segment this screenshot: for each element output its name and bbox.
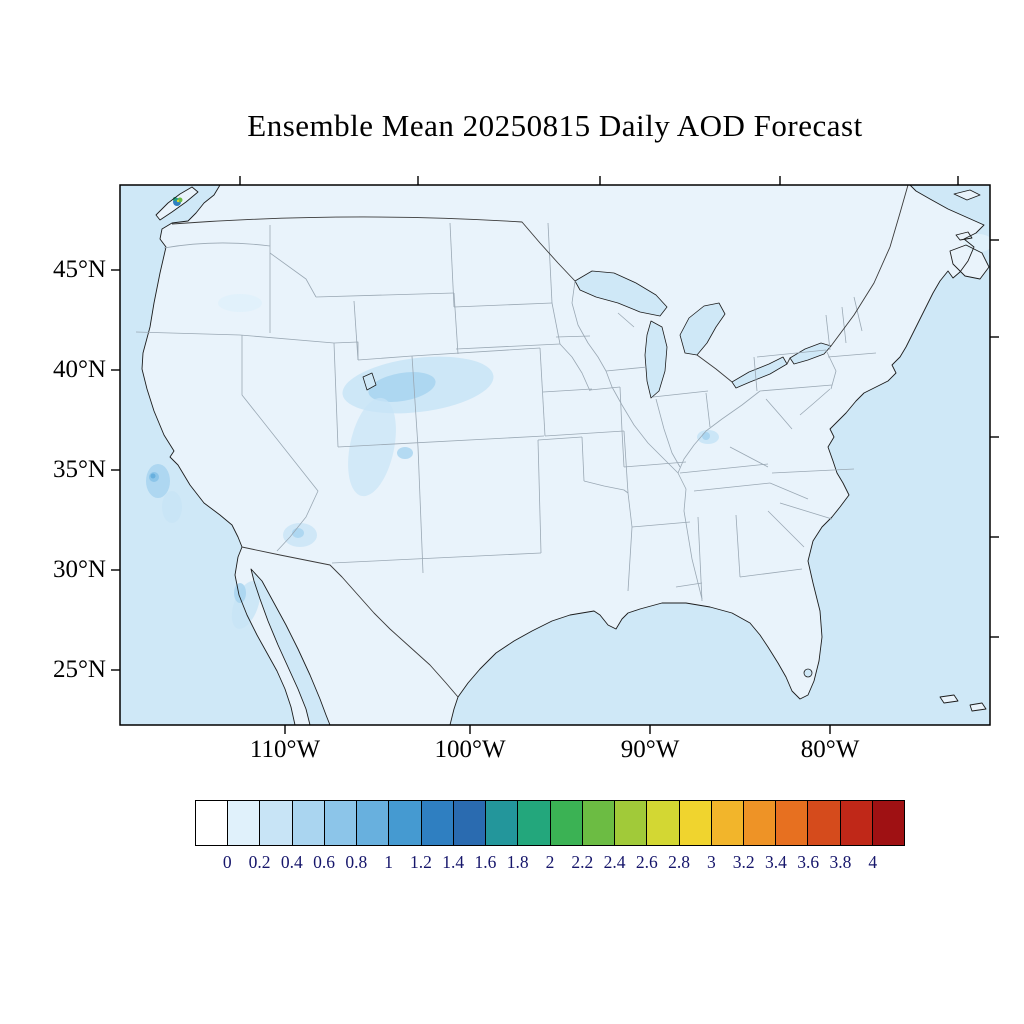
lon-label-80w: 80°W	[800, 736, 860, 763]
colorbar-tick-label-2: 2	[545, 852, 555, 872]
lake-michigan	[644, 320, 668, 399]
lake-superior	[574, 270, 668, 317]
colorbar-tick-label-4: 4	[868, 852, 878, 872]
map-frame	[119, 184, 991, 726]
lat-label-30n: 30°N	[52, 556, 106, 583]
lat-label-40n: 40°N	[52, 356, 106, 383]
aod-patch-baja-core	[234, 583, 246, 603]
aod-patch-california-peak	[150, 473, 156, 479]
colorbar-cell-10	[517, 800, 551, 846]
aod-patch-utah-core	[368, 372, 436, 402]
aod-patch-utah-swath	[348, 397, 396, 497]
colorbar-cell-14	[646, 800, 680, 846]
us-mexico-border	[241, 546, 459, 698]
colorbar-tick-label-0.6: 0.6	[313, 852, 336, 872]
colorbar-cell-21	[871, 800, 906, 846]
lat-label-25n: 25°N	[52, 656, 106, 683]
colorbar-tick-label-1.6: 1.6	[474, 852, 497, 872]
detroit-river	[696, 354, 733, 383]
colorbar-tick-label-1: 1	[384, 852, 393, 872]
aod-patch-gulf-st-lawrence	[963, 234, 990, 252]
colorbar-tick-label-2.8: 2.8	[668, 852, 691, 872]
lon-label-100w: 100°W	[434, 736, 506, 763]
colorbar-cell-19	[807, 800, 841, 846]
aod-hotspot-bc-orange	[176, 199, 180, 203]
colorbar-tick-label-2.4: 2.4	[603, 852, 626, 872]
colorbar-cell-4	[323, 800, 358, 846]
lon-label-110w: 110°W	[249, 736, 321, 763]
niagara-river	[786, 357, 791, 365]
lat-label-35n: 35°N	[52, 456, 106, 483]
colorbar-tick-label-3.2: 3.2	[732, 852, 755, 872]
colorbar-tick-label-1.4: 1.4	[442, 852, 465, 872]
state-borders	[135, 222, 877, 602]
colorbar-tick-label-2.6: 2.6	[635, 852, 658, 872]
colorbar-cell-0	[195, 800, 229, 846]
colorbar-cell-13	[614, 800, 648, 846]
colorbar-tick-label-3.4: 3.4	[764, 852, 787, 872]
lat-label-45n: 45°N	[52, 256, 106, 283]
aod-patch-utah-dot	[397, 447, 413, 459]
colorbar-cell-7	[420, 800, 454, 846]
colorbar-cells	[195, 800, 906, 846]
colorbar-cell-3	[291, 800, 325, 846]
colorbar-cell-15	[678, 800, 712, 846]
great-salt-lake	[362, 372, 377, 391]
colorbar-tick-label-0.4: 0.4	[280, 852, 303, 872]
colorbar-tick-label-3.6: 3.6	[797, 852, 820, 872]
lake-okeechobee	[803, 668, 813, 678]
aod-patch-four-corners-core	[292, 528, 304, 538]
colorbar-cell-8	[452, 800, 487, 846]
map-figure	[90, 175, 1020, 750]
colorbar-tick-label-1.2: 1.2	[409, 852, 432, 872]
colorbar-cell-9	[485, 800, 519, 846]
lakes	[362, 270, 832, 678]
colorbar-tick-label-0.8: 0.8	[345, 852, 368, 872]
us-canada-border	[171, 216, 576, 282]
lon-label-90w: 90°W	[620, 736, 680, 763]
colorbar-tick-label-3.8: 3.8	[829, 852, 852, 872]
aod-patch-california-coast	[146, 464, 170, 498]
colorbar-cell-6	[388, 800, 422, 846]
st-lawrence-river	[830, 185, 909, 347]
country-borders	[171, 185, 909, 698]
colorbar-tick-label-0: 0	[222, 852, 232, 872]
colorbar-cell-11	[549, 800, 583, 846]
colorbar-cell-17	[742, 800, 777, 846]
colorbar-labels: 0 0.2 0.4 0.6 0.8 1 1.2 1.4 1.6 1.8 2 2.2 2.4 2.6 2.8 3…	[195, 852, 905, 876]
colorbar-cell-20	[839, 800, 873, 846]
colorbar-tick-label-1.8: 1.8	[506, 852, 529, 872]
axis-ticks	[111, 176, 999, 734]
colorbar-cell-5	[356, 800, 390, 846]
aod-patch-california-south	[162, 491, 182, 523]
colorbar-cell-1	[227, 800, 261, 846]
colorbar-cell-12	[581, 800, 616, 846]
aod-patch-washington	[218, 294, 262, 312]
colorbar-cell-16	[710, 800, 744, 846]
aod-patch-kentucky-core	[702, 432, 710, 440]
colorbar-tick-label-2.2: 2.2	[571, 852, 594, 872]
lake-ontario	[789, 342, 832, 365]
colorbar-cell-18	[775, 800, 809, 846]
colorbar-tick-label-0.2: 0.2	[248, 852, 271, 872]
lake-huron	[679, 302, 726, 356]
colorbar-tick-label-3: 3	[706, 852, 716, 872]
page-title: Ensemble Mean 20250815 Daily AOD Forecas…	[247, 108, 863, 143]
map-svg	[111, 176, 999, 734]
colorbar-cell-2	[259, 800, 293, 846]
